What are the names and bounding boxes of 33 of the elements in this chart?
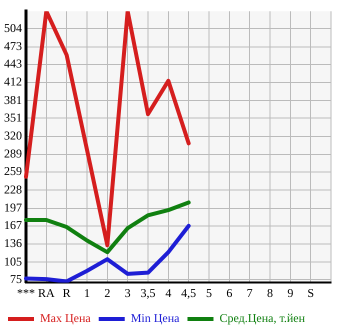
x-tick-label: 1 (84, 286, 90, 300)
y-tick-label: 197 (4, 200, 22, 214)
y-tick-label: 412 (4, 74, 22, 89)
legend-label: Max Цена (40, 311, 92, 326)
x-tick-label: 6 (226, 286, 232, 300)
y-tick-label: 289 (4, 146, 22, 161)
x-tick-label: *** (17, 286, 35, 300)
x-tick-label: 3 (124, 286, 131, 300)
x-tick-label: R (62, 286, 71, 300)
y-tick-label: 351 (4, 110, 22, 124)
y-tick-label: 259 (4, 164, 22, 178)
y-tick-label: 504 (4, 20, 22, 35)
x-tick-label: RA (38, 286, 55, 300)
legend-label: Сред.Цена, т.йен (219, 311, 306, 326)
x-tick-label: 5 (206, 286, 212, 300)
y-tick-label: 105 (4, 254, 22, 268)
y-tick-label: 381 (4, 92, 22, 107)
y-tick-label: 167 (4, 218, 22, 232)
x-tick-label: 3,5 (140, 286, 156, 300)
y-tick-label: 320 (4, 128, 22, 143)
y-tick-label: 228 (4, 182, 22, 196)
y-tick-label: 473 (4, 39, 22, 54)
x-tick-label: 9 (287, 286, 294, 300)
x-tick-label: 4,5 (181, 286, 196, 300)
y-tick-label: 75 (10, 272, 22, 286)
x-tick-label: 2 (104, 286, 110, 300)
legend-label: Min Цена (130, 311, 180, 326)
x-tick-label: S (307, 286, 314, 300)
x-tick-label: 4 (165, 286, 172, 300)
x-tick-label: 8 (267, 286, 273, 300)
x-tick-label: 7 (246, 286, 253, 300)
y-tick-label: 136 (4, 236, 22, 250)
y-tick-label: 443 (4, 56, 22, 71)
